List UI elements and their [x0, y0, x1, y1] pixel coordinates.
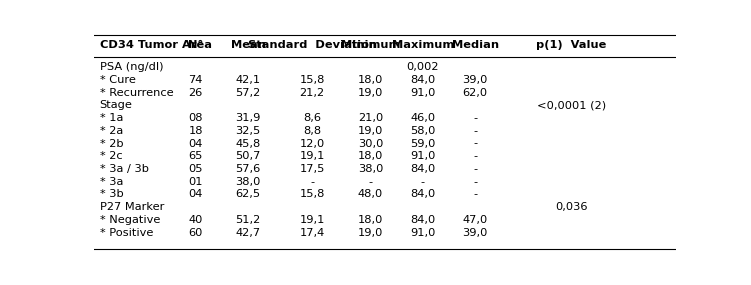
Text: * 3a / 3b: * 3a / 3b [100, 164, 149, 174]
Text: * 3b: * 3b [100, 190, 123, 199]
Text: 01: 01 [189, 177, 203, 187]
Text: 40: 40 [189, 215, 203, 225]
Text: 18,0: 18,0 [357, 215, 383, 225]
Text: 91,0: 91,0 [410, 151, 436, 161]
Text: 04: 04 [189, 190, 203, 199]
Text: 47,0: 47,0 [463, 215, 487, 225]
Text: 19,0: 19,0 [357, 87, 383, 97]
Text: 62,0: 62,0 [463, 87, 487, 97]
Text: PSA (ng/dl): PSA (ng/dl) [100, 62, 163, 72]
Text: -: - [473, 139, 477, 148]
Text: 12,0: 12,0 [300, 139, 324, 148]
Text: 31,9: 31,9 [235, 113, 261, 123]
Text: CD34 Tumor Area: CD34 Tumor Area [100, 40, 212, 50]
Text: 38,0: 38,0 [235, 177, 261, 187]
Text: Minimum: Minimum [341, 40, 400, 50]
Text: 18,0: 18,0 [357, 75, 383, 85]
Text: 15,8: 15,8 [300, 190, 325, 199]
Text: Stage: Stage [100, 100, 133, 110]
Text: 26: 26 [189, 87, 203, 97]
Text: 19,1: 19,1 [300, 215, 325, 225]
Text: 57,2: 57,2 [236, 87, 261, 97]
Text: 21,2: 21,2 [300, 87, 324, 97]
Text: 57,6: 57,6 [236, 164, 261, 174]
Text: 84,0: 84,0 [410, 215, 436, 225]
Text: 46,0: 46,0 [410, 113, 436, 123]
Text: -: - [473, 113, 477, 123]
Text: 0,036: 0,036 [555, 202, 587, 212]
Text: -: - [368, 177, 372, 187]
Text: * 2b: * 2b [100, 139, 123, 148]
Text: 58,0: 58,0 [410, 126, 436, 136]
Text: 17,4: 17,4 [300, 228, 324, 238]
Text: 19,0: 19,0 [357, 228, 383, 238]
Text: N°: N° [188, 40, 204, 50]
Text: 19,1: 19,1 [300, 151, 325, 161]
Text: * Recurrence: * Recurrence [100, 87, 173, 97]
Text: 18,0: 18,0 [357, 151, 383, 161]
Text: <0,0001 (2): <0,0001 (2) [536, 100, 606, 110]
Text: * Negative: * Negative [100, 215, 160, 225]
Text: 8,6: 8,6 [303, 113, 321, 123]
Text: P27 Marker: P27 Marker [100, 202, 164, 212]
Text: -: - [473, 177, 477, 187]
Text: -: - [473, 164, 477, 174]
Text: 42,1: 42,1 [236, 75, 261, 85]
Text: 15,8: 15,8 [300, 75, 325, 85]
Text: Standard  Deviation: Standard Deviation [248, 40, 377, 50]
Text: 50,7: 50,7 [235, 151, 261, 161]
Text: 32,5: 32,5 [236, 126, 261, 136]
Text: 8,8: 8,8 [303, 126, 321, 136]
Text: 04: 04 [189, 139, 203, 148]
Text: -: - [473, 151, 477, 161]
Text: 0,002: 0,002 [406, 62, 439, 72]
Text: * Cure: * Cure [100, 75, 136, 85]
Text: * Positive: * Positive [100, 228, 153, 238]
Text: 19,0: 19,0 [357, 126, 383, 136]
Text: 39,0: 39,0 [463, 75, 488, 85]
Text: 08: 08 [189, 113, 203, 123]
Text: 84,0: 84,0 [410, 75, 436, 85]
Text: 48,0: 48,0 [357, 190, 383, 199]
Text: Maximum: Maximum [391, 40, 454, 50]
Text: 62,5: 62,5 [236, 190, 261, 199]
Text: 05: 05 [189, 164, 203, 174]
Text: 18: 18 [189, 126, 203, 136]
Text: 65: 65 [189, 151, 203, 161]
Text: -: - [473, 190, 477, 199]
Text: -: - [310, 177, 314, 187]
Text: Median: Median [451, 40, 499, 50]
Text: 30,0: 30,0 [357, 139, 383, 148]
Text: 39,0: 39,0 [463, 228, 488, 238]
Text: * 3a: * 3a [100, 177, 123, 187]
Text: p(1)  Value: p(1) Value [536, 40, 606, 50]
Text: 60: 60 [189, 228, 203, 238]
Text: Mean: Mean [231, 40, 266, 50]
Text: * 1a: * 1a [100, 113, 123, 123]
Text: 42,7: 42,7 [236, 228, 261, 238]
Text: 17,5: 17,5 [300, 164, 325, 174]
Text: 91,0: 91,0 [410, 87, 436, 97]
Text: 91,0: 91,0 [410, 228, 436, 238]
Text: 21,0: 21,0 [357, 113, 383, 123]
Text: 84,0: 84,0 [410, 190, 436, 199]
Text: 74: 74 [189, 75, 203, 85]
Text: 51,2: 51,2 [236, 215, 261, 225]
Text: 84,0: 84,0 [410, 164, 436, 174]
Text: 45,8: 45,8 [236, 139, 261, 148]
Text: 38,0: 38,0 [357, 164, 383, 174]
Text: -: - [421, 177, 425, 187]
Text: 59,0: 59,0 [410, 139, 436, 148]
Text: * 2c: * 2c [100, 151, 122, 161]
Text: -: - [473, 126, 477, 136]
Text: * 2a: * 2a [100, 126, 123, 136]
